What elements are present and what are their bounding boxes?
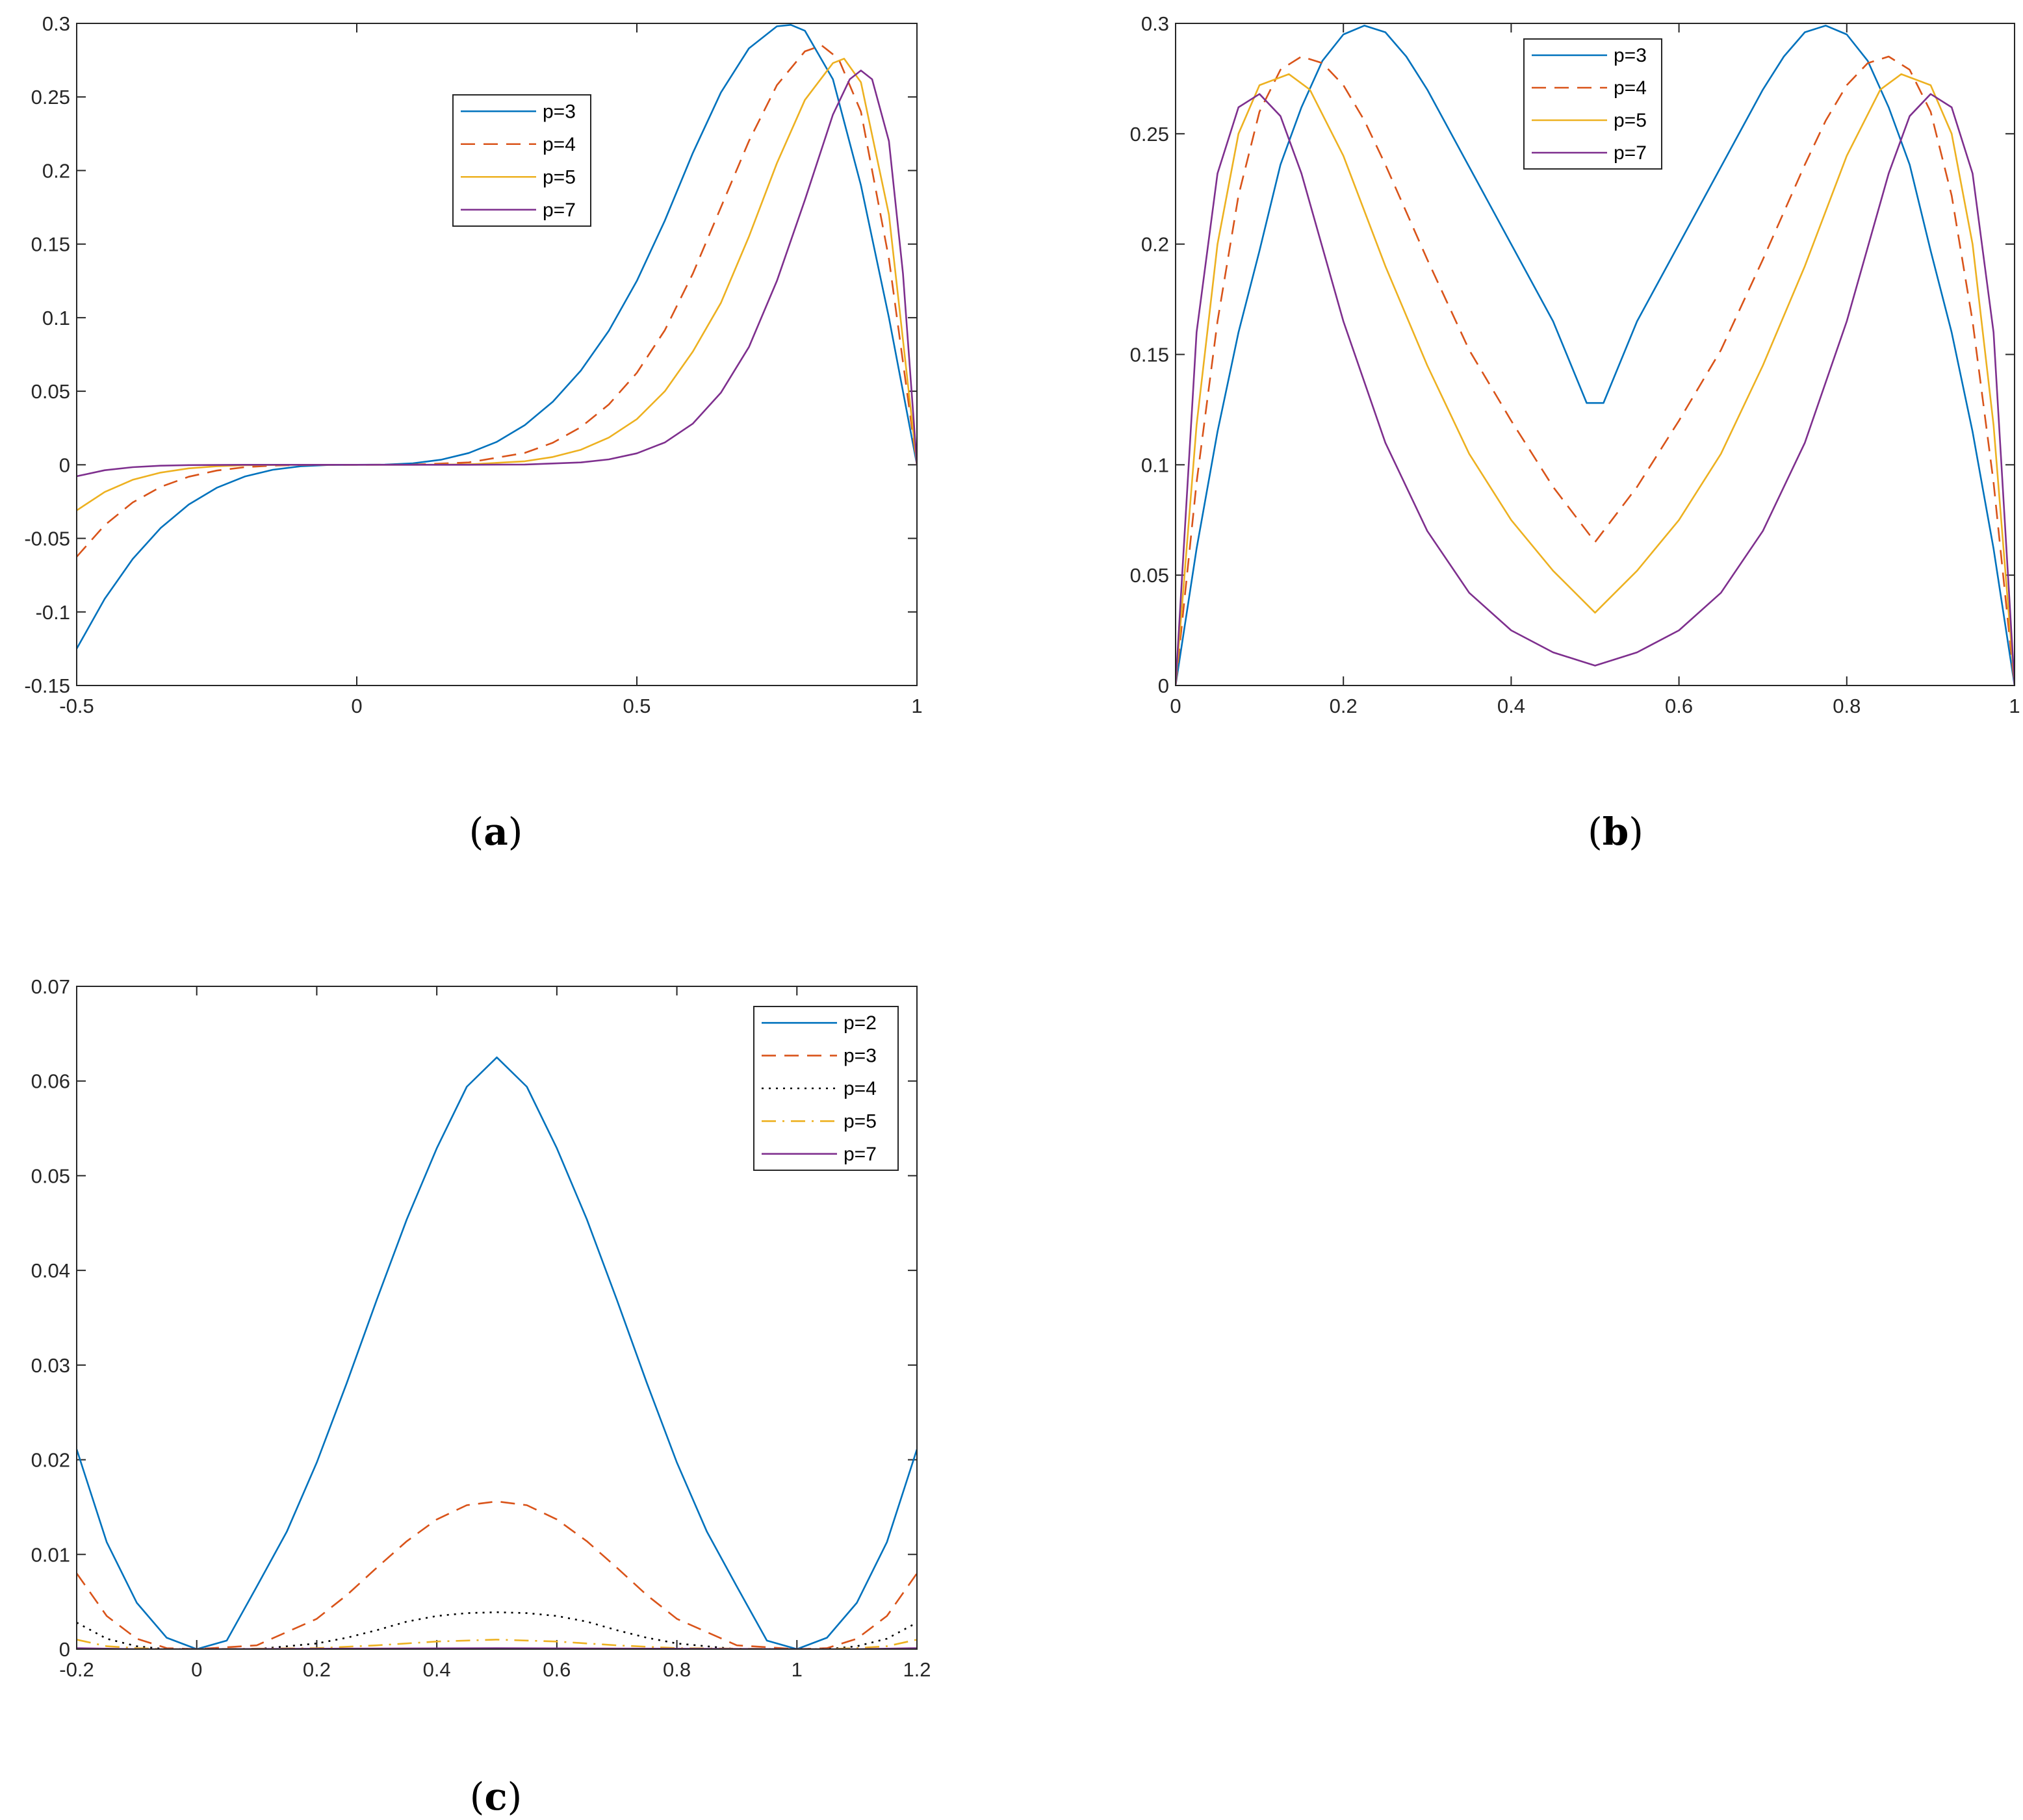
x-tick-label: 0.8 — [1833, 695, 1861, 717]
legend-label: p=7 — [844, 1144, 877, 1165]
y-tick-label: 0.03 — [31, 1354, 70, 1377]
x-tick-label: 0.8 — [663, 1658, 691, 1681]
y-tick-label: 0 — [59, 1638, 70, 1661]
series-group — [77, 24, 917, 650]
series-line-p=4 — [77, 44, 917, 558]
y-tick-label: 0.15 — [1130, 344, 1169, 366]
y-tick-label: 0.2 — [42, 159, 70, 182]
axes-box — [76, 23, 918, 686]
legend: p=2 p=3 p=4 p=5 p=7 — [753, 1006, 899, 1171]
chart-c: 00.010.020.030.040.050.060.07-0.2 0 0.2 0.4… — [31, 975, 931, 1819]
y-tick-label: 0 — [59, 454, 70, 476]
x-tick-label: 0.5 — [623, 695, 651, 717]
y-tick-label: -0.15 — [24, 674, 70, 697]
legend-label: p=4 — [1614, 77, 1647, 99]
y-tick-label: 0.25 — [1130, 123, 1169, 146]
chart-a: -0.15 -0.1 -0.05 0 0.05 0.1 0.15 0.2 0.25 0.3 -0.5… — [24, 12, 922, 854]
y-tick-label: 0.3 — [1141, 12, 1169, 35]
y-tick-label: 0.1 — [1141, 454, 1169, 476]
series-line-p=7 — [1176, 93, 2015, 686]
x-tick-label: 0 — [191, 1658, 202, 1681]
y-tick-label: 0.25 — [31, 86, 70, 109]
y-tick-label: 0.01 — [31, 1543, 70, 1566]
x-tick-label: -0.5 — [59, 695, 94, 717]
legend-label: p=4 — [543, 134, 576, 155]
y-tick-label: 0.07 — [31, 975, 70, 998]
legend-label: p=7 — [543, 199, 576, 221]
legend-label: p=7 — [1614, 142, 1647, 164]
legend-label: p=5 — [543, 166, 576, 188]
series-line-p=3 — [77, 24, 917, 650]
y-tick-label: -0.1 — [36, 601, 70, 624]
x-tick-label: 0 — [1170, 695, 1181, 717]
x-tick-label: 1 — [911, 695, 922, 717]
y-tick-label: 0.15 — [31, 233, 70, 256]
legend-label: p=4 — [844, 1078, 877, 1099]
y-tick-label: 0.04 — [31, 1259, 70, 1282]
y-tick-label: 0.2 — [1141, 233, 1169, 256]
legend-label: p=3 — [844, 1045, 877, 1067]
x-tick-label: 0 — [351, 695, 362, 717]
subfigure-caption: (c) — [470, 1775, 522, 1819]
series-line-p=5 — [77, 58, 917, 511]
series-group — [1176, 25, 2015, 686]
series-line-p=7 — [77, 70, 917, 478]
chart-b: 00.050.10.150.20.250.30 0.2 0.4 0.6 0.8 1p=3p… — [1130, 12, 2020, 854]
legend-label: p=5 — [844, 1110, 877, 1132]
x-tick-label: 0.6 — [1665, 695, 1693, 717]
y-tick-label: 0.3 — [42, 12, 70, 35]
x-tick-label: 0.2 — [1330, 695, 1358, 717]
x-tick-label: 1 — [2009, 695, 2020, 717]
y-tick-label: 0 — [1158, 674, 1169, 697]
subfigure-caption: (a) — [469, 810, 523, 854]
x-tick-label: 1.2 — [903, 1658, 931, 1681]
legend-label: p=2 — [844, 1012, 877, 1034]
legend-label: p=3 — [543, 101, 576, 122]
legend-box — [452, 94, 591, 227]
legend: p=3 p=4 p=5 p=7 — [452, 94, 591, 227]
series-line-p=5 — [1176, 73, 2015, 686]
y-tick-label: 0.06 — [31, 1070, 70, 1093]
x-tick-label: -0.2 — [59, 1658, 94, 1681]
x-tick-label: 0.2 — [303, 1658, 331, 1681]
axes-box — [76, 986, 918, 1650]
series-line-p=4 — [1176, 55, 2015, 686]
legend-box — [1523, 38, 1662, 170]
y-tick-label: 0.05 — [31, 380, 70, 403]
legend: p=3 p=4 p=5 p=7 — [1523, 38, 1662, 170]
x-tick-label: 0.4 — [423, 1658, 451, 1681]
subfigure-caption: (b) — [1588, 810, 1643, 854]
y-tick-label: 0.05 — [31, 1164, 70, 1187]
series-line-p=2 — [77, 1057, 917, 1649]
y-tick-label: 0.1 — [42, 307, 70, 329]
x-tick-label: 0.4 — [1497, 695, 1525, 717]
y-tick-label: 0.02 — [31, 1449, 70, 1472]
series-line-p=3 — [1176, 25, 2015, 686]
y-tick-label: -0.05 — [24, 528, 70, 550]
series-line-p=7 — [77, 1647, 917, 1649]
legend-label: p=5 — [1614, 110, 1647, 131]
legend-label: p=3 — [1614, 45, 1647, 66]
x-tick-label: 1 — [792, 1658, 803, 1681]
x-tick-label: 0.6 — [543, 1658, 571, 1681]
y-tick-label: 0.05 — [1130, 564, 1169, 587]
axes-box — [1175, 23, 2015, 686]
